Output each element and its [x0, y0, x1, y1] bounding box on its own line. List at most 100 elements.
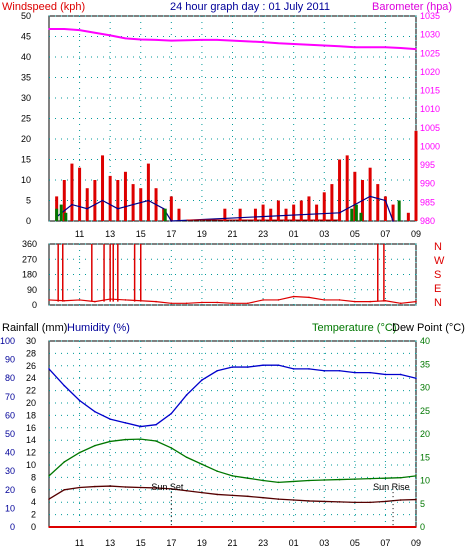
rainfall-tick: 10 [26, 460, 36, 470]
weather-series-0-point [124, 422, 127, 424]
temperature-tick: 0 [420, 522, 425, 532]
temperature-axis-label: Temperature (°C) [312, 322, 396, 334]
weather-series-0-point [308, 368, 310, 370]
weather-series-1-point [384, 477, 387, 479]
x-tick-label-top: 09 [411, 229, 421, 239]
direction-point [48, 299, 50, 301]
direction-point [63, 299, 66, 302]
weather-series-0-point [354, 371, 356, 374]
series-1-point [117, 207, 119, 210]
direction-point [354, 300, 356, 303]
rainfall-tick: 28 [26, 348, 36, 358]
x-tick-label-bottom: 21 [227, 538, 237, 548]
direction-point [338, 299, 341, 301]
windspeed-tick: 50 [21, 11, 31, 21]
direction-point [277, 299, 280, 301]
series-1-point [86, 207, 89, 210]
series-3-point [216, 39, 219, 41]
series-3-point [323, 44, 326, 47]
x-tick-label-top: 13 [105, 229, 115, 239]
weather-series-0-point [201, 379, 203, 381]
weather-series-1-point [78, 451, 81, 454]
rainfall-tick: 4 [31, 497, 36, 507]
series-3-point [94, 31, 96, 34]
weather-series-1-point [170, 447, 173, 449]
weather-series-2-point [384, 500, 387, 503]
x-tick-label-bottom: 13 [105, 538, 115, 548]
series-3-point [369, 46, 371, 49]
weather-series-2-point [139, 486, 142, 489]
x-tick-label-bottom: 07 [380, 538, 390, 548]
series-1-point [392, 220, 394, 222]
sun-set-label: Sun Set [151, 482, 184, 492]
weather-series-2-point [48, 498, 50, 500]
series-3-point [384, 46, 387, 49]
series-1-line [56, 195, 394, 222]
weather-series-2-point [63, 489, 66, 491]
x-tick-label-bottom: 15 [136, 538, 146, 548]
barometer-tick: 1030 [420, 30, 440, 40]
barometer-tick: 1000 [420, 141, 440, 151]
humidity-tick: 20 [5, 485, 15, 495]
weather-series-2-point [201, 491, 203, 494]
windspeed-tick: 5 [26, 196, 31, 206]
direction-point [246, 302, 249, 305]
x-tick-label-top: 07 [380, 229, 390, 239]
x-tick-label-top: 21 [227, 229, 237, 239]
windspeed-tick: 0 [26, 216, 31, 226]
weather-series-2-point [109, 485, 111, 487]
weather-series-1-point [369, 477, 371, 480]
humidity-tick: 90 [5, 355, 15, 365]
windspeed-tick: 15 [21, 155, 31, 165]
weather-series-0-point [63, 384, 66, 387]
rainfall-tick: 16 [26, 423, 36, 433]
weather-series-0-point [277, 364, 280, 366]
compass-label: N [434, 297, 442, 309]
direction-point [231, 302, 234, 305]
barometer-tick: 1025 [420, 48, 440, 58]
temperature-tick: 5 [420, 499, 425, 509]
weather-series-1-point [308, 479, 310, 482]
series-3-point [354, 46, 356, 49]
windspeed-tick: 30 [21, 93, 31, 103]
x-tick-label-top: 05 [350, 229, 360, 239]
rainfall-tick: 0 [31, 522, 36, 532]
weather-series-0-point [384, 373, 387, 376]
weather-series-2-point [262, 496, 264, 499]
x-tick-label-bottom: 09 [411, 538, 421, 548]
series-3-point [63, 28, 66, 30]
series-3-point [109, 34, 111, 37]
series-3-point [139, 38, 142, 41]
windspeed-axis-label: Windspeed (kph) [2, 1, 85, 13]
x-tick-label-bottom: 23 [258, 538, 268, 548]
x-tick-label-bottom: 03 [319, 538, 329, 548]
series-3-point [308, 43, 310, 46]
humidity-tick: 10 [5, 503, 15, 513]
rainfall-tick: 24 [26, 373, 36, 383]
series-1-point [147, 199, 150, 202]
x-tick-label-top: 23 [258, 229, 268, 239]
temperature-tick: 15 [420, 452, 430, 462]
weather-series-2-point [124, 486, 127, 488]
x-tick-label-top: 19 [197, 229, 207, 239]
direction-tick: 90 [27, 285, 37, 295]
series-1-point [384, 199, 387, 202]
chart-title: 24 hour graph day : 01 July 2011 [170, 1, 330, 13]
compass-label: W [434, 255, 445, 267]
series-1-point [71, 203, 73, 206]
temperature-tick: 30 [420, 383, 430, 393]
barometer-tick: 995 [420, 160, 435, 170]
temperature-tick: 10 [420, 476, 430, 486]
rainfall-tick: 30 [26, 336, 36, 346]
direction-tick: 0 [32, 300, 37, 310]
humidity-tick: 100 [0, 336, 15, 346]
x-tick-label-bottom: 11 [75, 538, 84, 548]
barometer-tick: 1010 [420, 104, 440, 114]
x-tick-label-top: 11 [75, 229, 84, 239]
panel-frame-3 [48, 340, 417, 528]
direction-point [94, 300, 96, 303]
humidity-tick: 80 [5, 373, 15, 383]
weather-series-2-point [415, 498, 417, 501]
humidity-axis-label: Humidity (%) [67, 322, 130, 334]
